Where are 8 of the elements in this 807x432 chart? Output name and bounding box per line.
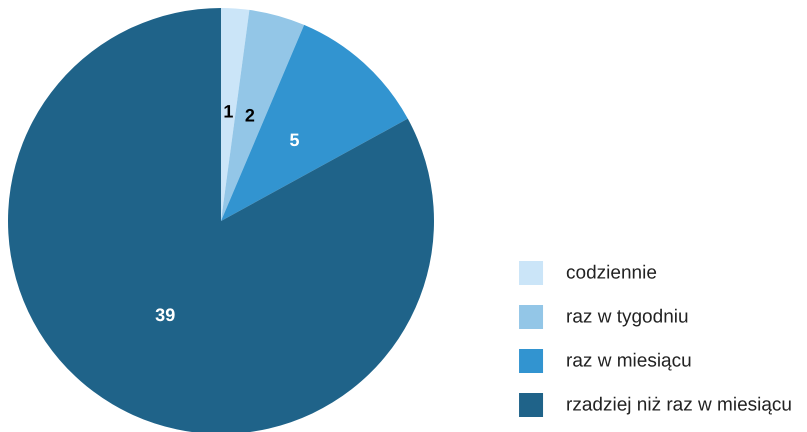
- data-label: 2: [244, 105, 255, 126]
- legend-label: rzadziej niż raz w miesiącu: [566, 394, 792, 416]
- data-label: 39: [155, 305, 176, 326]
- data-label: 1: [223, 102, 234, 122]
- data-label: 5: [289, 130, 300, 150]
- legend-label: raz w tygodniu: [566, 306, 689, 328]
- legend-label: raz w miesiącu: [566, 350, 692, 372]
- legend-label: codziennie: [566, 262, 657, 284]
